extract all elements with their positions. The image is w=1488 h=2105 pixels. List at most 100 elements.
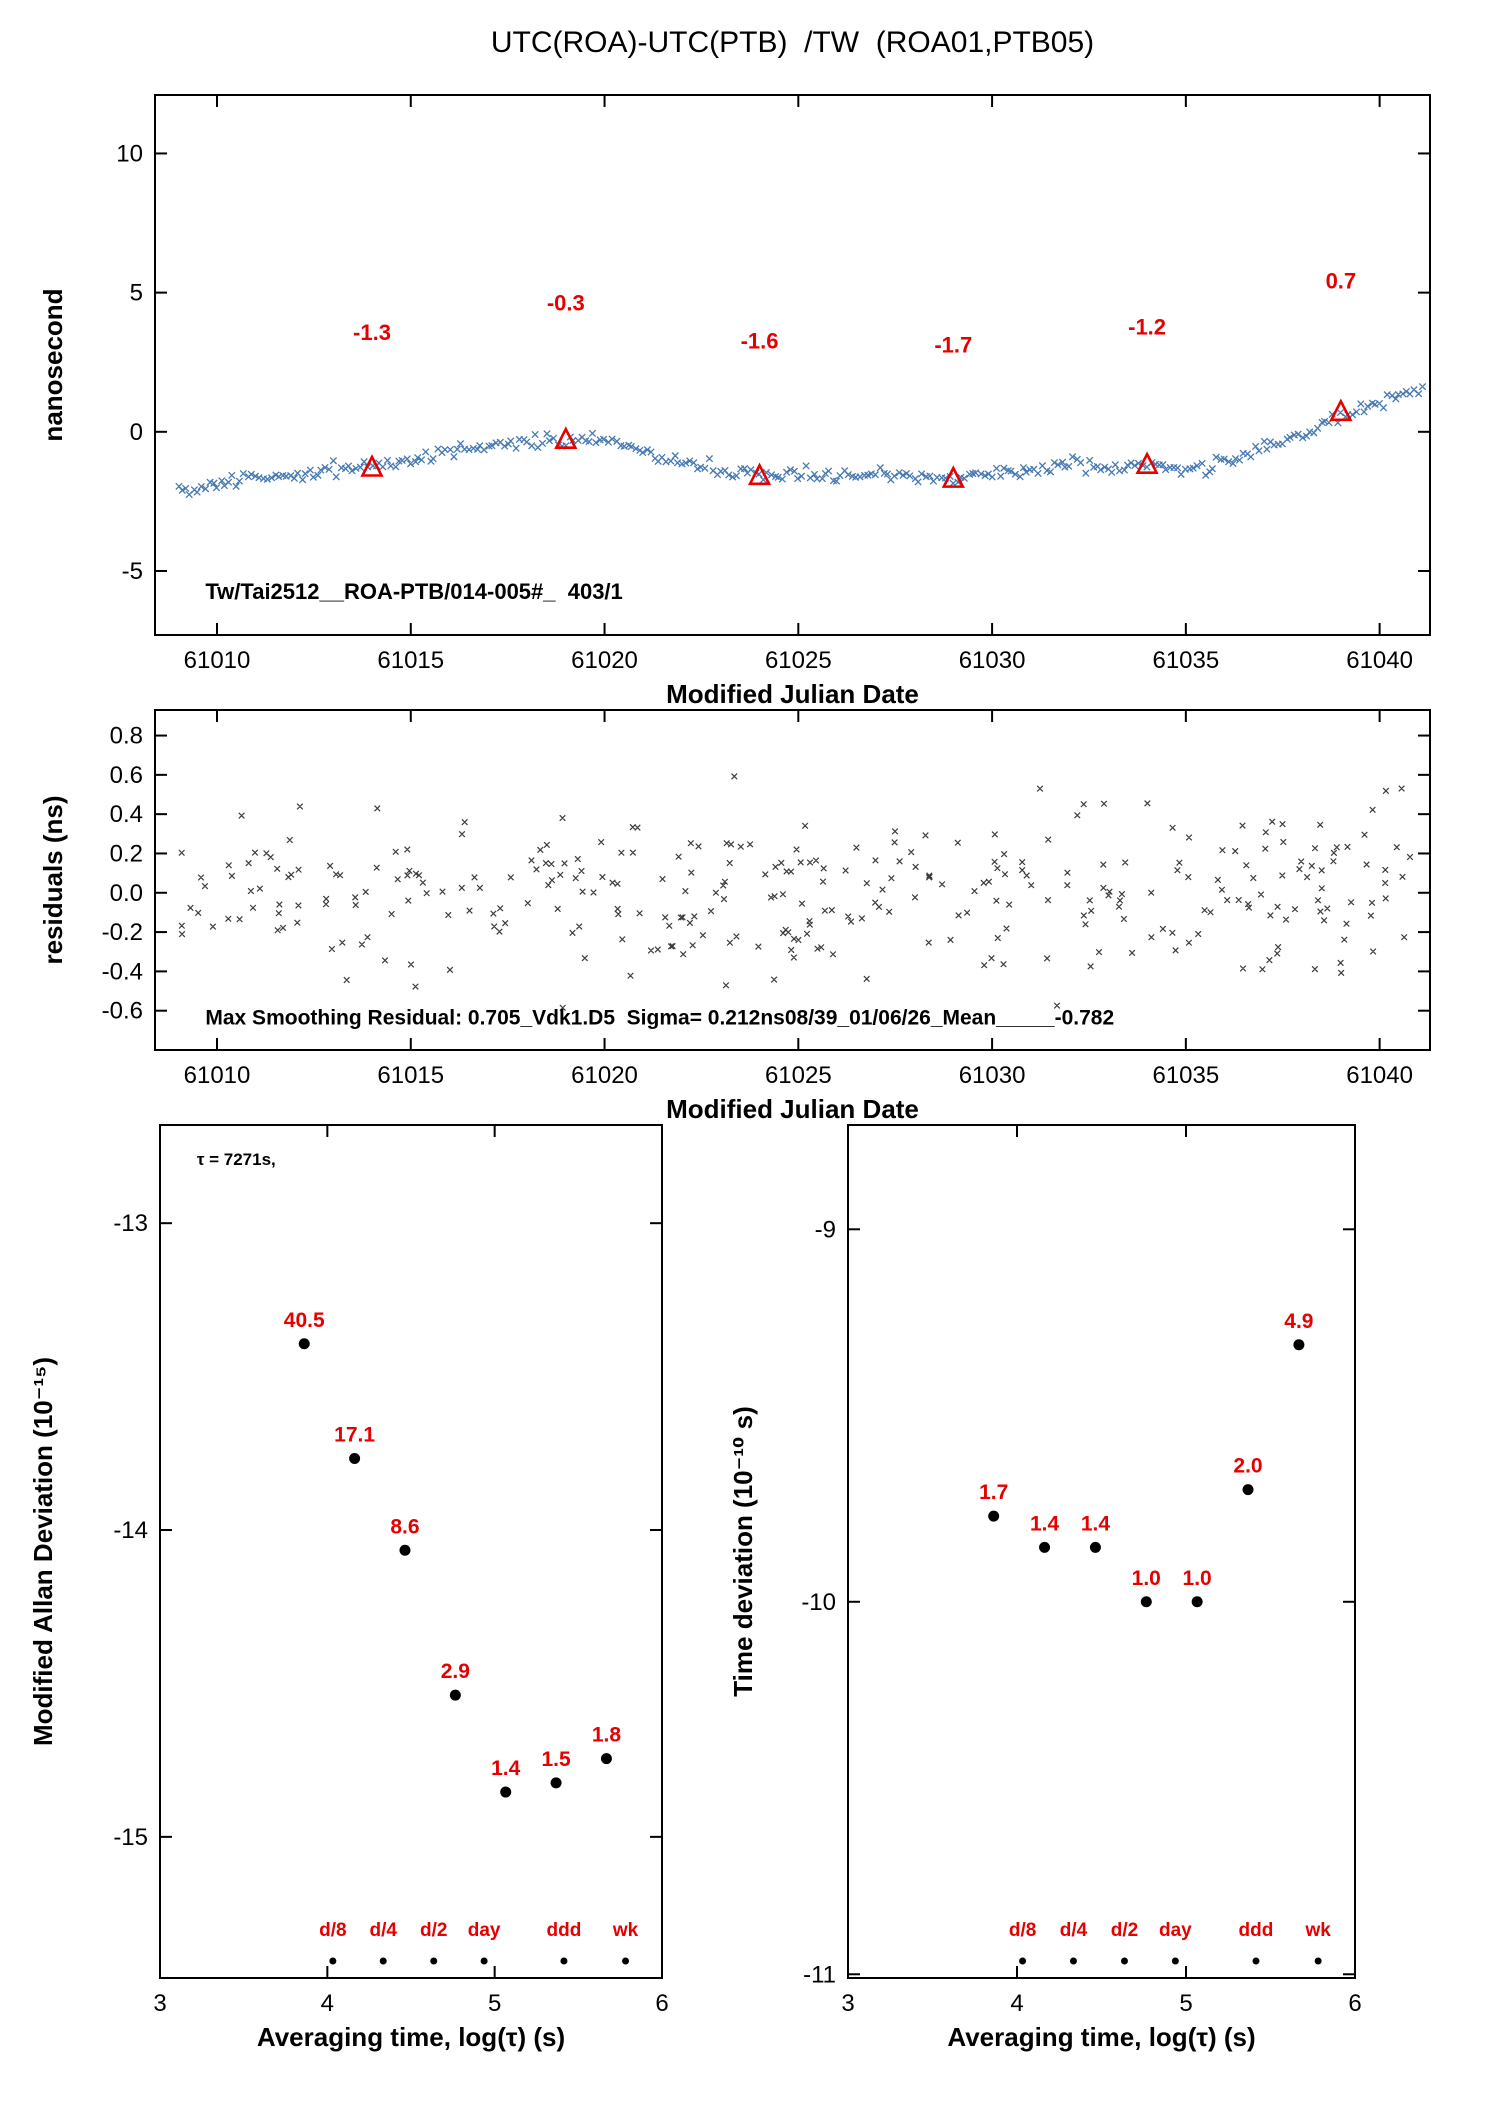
tdev-x-axis-label: Averaging time, log(τ) (s): [947, 2022, 1255, 2052]
period-tick-label: d/4: [369, 1920, 397, 1941]
period-tick-label: ddd: [547, 1920, 582, 1941]
panel-time-transfer: 61010 61015 61020 61025 61030 61035 61040 10 5 0 -…: [38, 94, 1431, 709]
mdev-point-value-label: 1.8: [592, 1724, 622, 1747]
x-tick-label: 6: [1348, 1990, 1361, 2017]
x-tick-label: 61040: [1346, 1062, 1413, 1089]
tdev-data-point: [1191, 1596, 1203, 1608]
mdev-data-point: [449, 1689, 461, 1701]
residuals-annotation: Max Smoothing Residual: 0.705_Vdk1.D5 Si…: [205, 1006, 1114, 1029]
y-tick-label: -5: [122, 558, 143, 585]
time-transfer-y-axis-label: nanosecond: [38, 288, 68, 441]
y-tick-label: 0.4: [110, 801, 143, 828]
y-tick-label: -11: [803, 1961, 836, 1988]
period-tick-label: day: [468, 1920, 501, 1941]
x-tick-label: 61025: [765, 1062, 832, 1089]
y-tick-label: -0.6: [102, 998, 143, 1025]
mdev-period-ticks: d/8 d/4 d/2 day ddd wk: [319, 1920, 639, 1965]
mdev-data-point: [550, 1777, 562, 1789]
highlight-triangle-marker: [554, 426, 578, 449]
period-tick-label: d/4: [1060, 1920, 1088, 1941]
tdev-period-ticks: d/8 d/4 d/2 day ddd wk: [1009, 1920, 1331, 1965]
tdev-data-point: [1039, 1541, 1051, 1553]
period-tick-dot: [1252, 1957, 1260, 1965]
period-tick-label: d/2: [1111, 1920, 1138, 1941]
x-tick-label: 61010: [184, 1062, 251, 1089]
y-tick-label: 5: [130, 280, 143, 307]
tdev-y-axis: -9 -10 -11: [801, 1216, 1355, 1988]
x-tick-label: 61035: [1152, 1062, 1219, 1089]
x-tick-label: 61020: [571, 647, 638, 674]
y-tick-label: 0.0: [110, 880, 143, 907]
figure-title: UTC(ROA)-UTC(PTB) /TW (ROA01,PTB05): [490, 26, 1095, 59]
residuals-frame: [154, 709, 1431, 1051]
tdev-data-point: [1242, 1484, 1254, 1496]
panel-mdev: 3 4 5 6 -13 -14 -15 Averaging time, log(τ) (s) M…: [28, 1124, 669, 2052]
mdev-x-axis: 3 4 5 6: [153, 1125, 669, 2017]
residuals-x-axis-label: Modified Julian Date: [666, 1094, 919, 1124]
x-tick-label: 61040: [1346, 647, 1413, 674]
period-tick-label: ddd: [1239, 1920, 1274, 1941]
x-tick-label: 61030: [959, 647, 1026, 674]
time-transfer-x-axis: 61010 61015 61020 61025 61030 61035 61040: [184, 95, 1413, 674]
time-transfer-scatter-points: [175, 382, 1427, 499]
x-tick-label: 4: [1010, 1990, 1023, 2017]
period-tick-dot: [1171, 1957, 1179, 1965]
residuals-scatter-points: [178, 773, 1414, 1012]
x-tick-label: 6: [655, 1990, 668, 2017]
x-tick-label: 61015: [377, 1062, 444, 1089]
time-transfer-frame: [154, 94, 1431, 636]
highlight-value-label: -1.6: [741, 328, 779, 353]
tdev-point-value-label: 1.0: [1132, 1567, 1161, 1590]
tdev-point-value-label: 1.4: [1030, 1512, 1060, 1535]
highlight-value-label: -0.3: [547, 291, 585, 316]
y-tick-label: -15: [113, 1824, 148, 1851]
x-tick-label: 61030: [959, 1062, 1026, 1089]
x-tick-label: 61035: [1152, 647, 1219, 674]
tdev-x-axis: 3 4 5 6: [841, 1125, 1362, 2017]
residuals-x-axis: 61010 61015 61020 61025 61030 61035 61040: [184, 710, 1413, 1089]
period-tick-label: d/8: [319, 1920, 346, 1941]
mdev-data-point: [600, 1753, 612, 1765]
y-tick-label: 0.8: [110, 723, 143, 750]
period-tick-dot: [560, 1957, 568, 1965]
period-tick-dot: [1019, 1957, 1027, 1965]
mdev-point-value-label: 40.5: [284, 1309, 325, 1332]
residuals-y-axis: 0.8 0.6 0.4 0.2 0.0 -0.2 -0.4 -0.6: [102, 723, 1430, 1025]
mdev-data-point: [500, 1786, 512, 1798]
y-tick-label: -0.4: [102, 958, 143, 985]
y-tick-label: 0: [130, 419, 143, 446]
mdev-y-axis-label: Modified Allan Deviation (10⁻¹⁵): [28, 1357, 58, 1746]
y-tick-label: 0.6: [110, 762, 143, 789]
highlight-triangle-marker: [1329, 398, 1353, 422]
period-tick-dot: [1314, 1957, 1322, 1965]
x-tick-label: 5: [1179, 1990, 1192, 2017]
time-transfer-highlights: -1.3 -0.3 -1.6 -1.7 -1.2 0.7: [353, 268, 1357, 488]
period-tick-dot: [480, 1957, 488, 1965]
time-transfer-y-axis: 10 5 0 -5: [116, 140, 1430, 585]
residuals-y-axis-label: residuals (ns): [38, 795, 68, 964]
tdev-point-value-label: 1.7: [979, 1481, 1008, 1504]
mdev-frame: [159, 1124, 663, 1979]
mdev-point-value-label: 17.1: [334, 1424, 375, 1447]
tdev-data-point: [1089, 1541, 1101, 1553]
period-tick-dot: [379, 1957, 387, 1965]
highlight-value-label: 0.7: [1326, 268, 1357, 293]
tdev-data-point: [1293, 1339, 1305, 1351]
highlight-triangle-marker: [747, 462, 772, 486]
mdev-point-value-label: 8.6: [390, 1515, 419, 1538]
highlight-triangle-marker: [941, 465, 965, 488]
y-tick-label: -9: [815, 1216, 836, 1243]
mdev-data-point: [349, 1453, 361, 1465]
y-tick-label: -10: [801, 1589, 836, 1616]
highlight-value-label: -1.7: [934, 332, 972, 357]
period-tick-label: day: [1159, 1920, 1192, 1941]
tdev-point-value-label: 1.4: [1081, 1512, 1111, 1535]
mdev-data-point: [298, 1338, 310, 1350]
x-tick-label: 61020: [571, 1062, 638, 1089]
period-tick-dot: [1120, 1957, 1128, 1965]
highlight-triangle-marker: [1135, 451, 1159, 475]
tdev-frame: [847, 1124, 1356, 1979]
mdev-x-axis-label: Averaging time, log(τ) (s): [257, 2022, 565, 2052]
